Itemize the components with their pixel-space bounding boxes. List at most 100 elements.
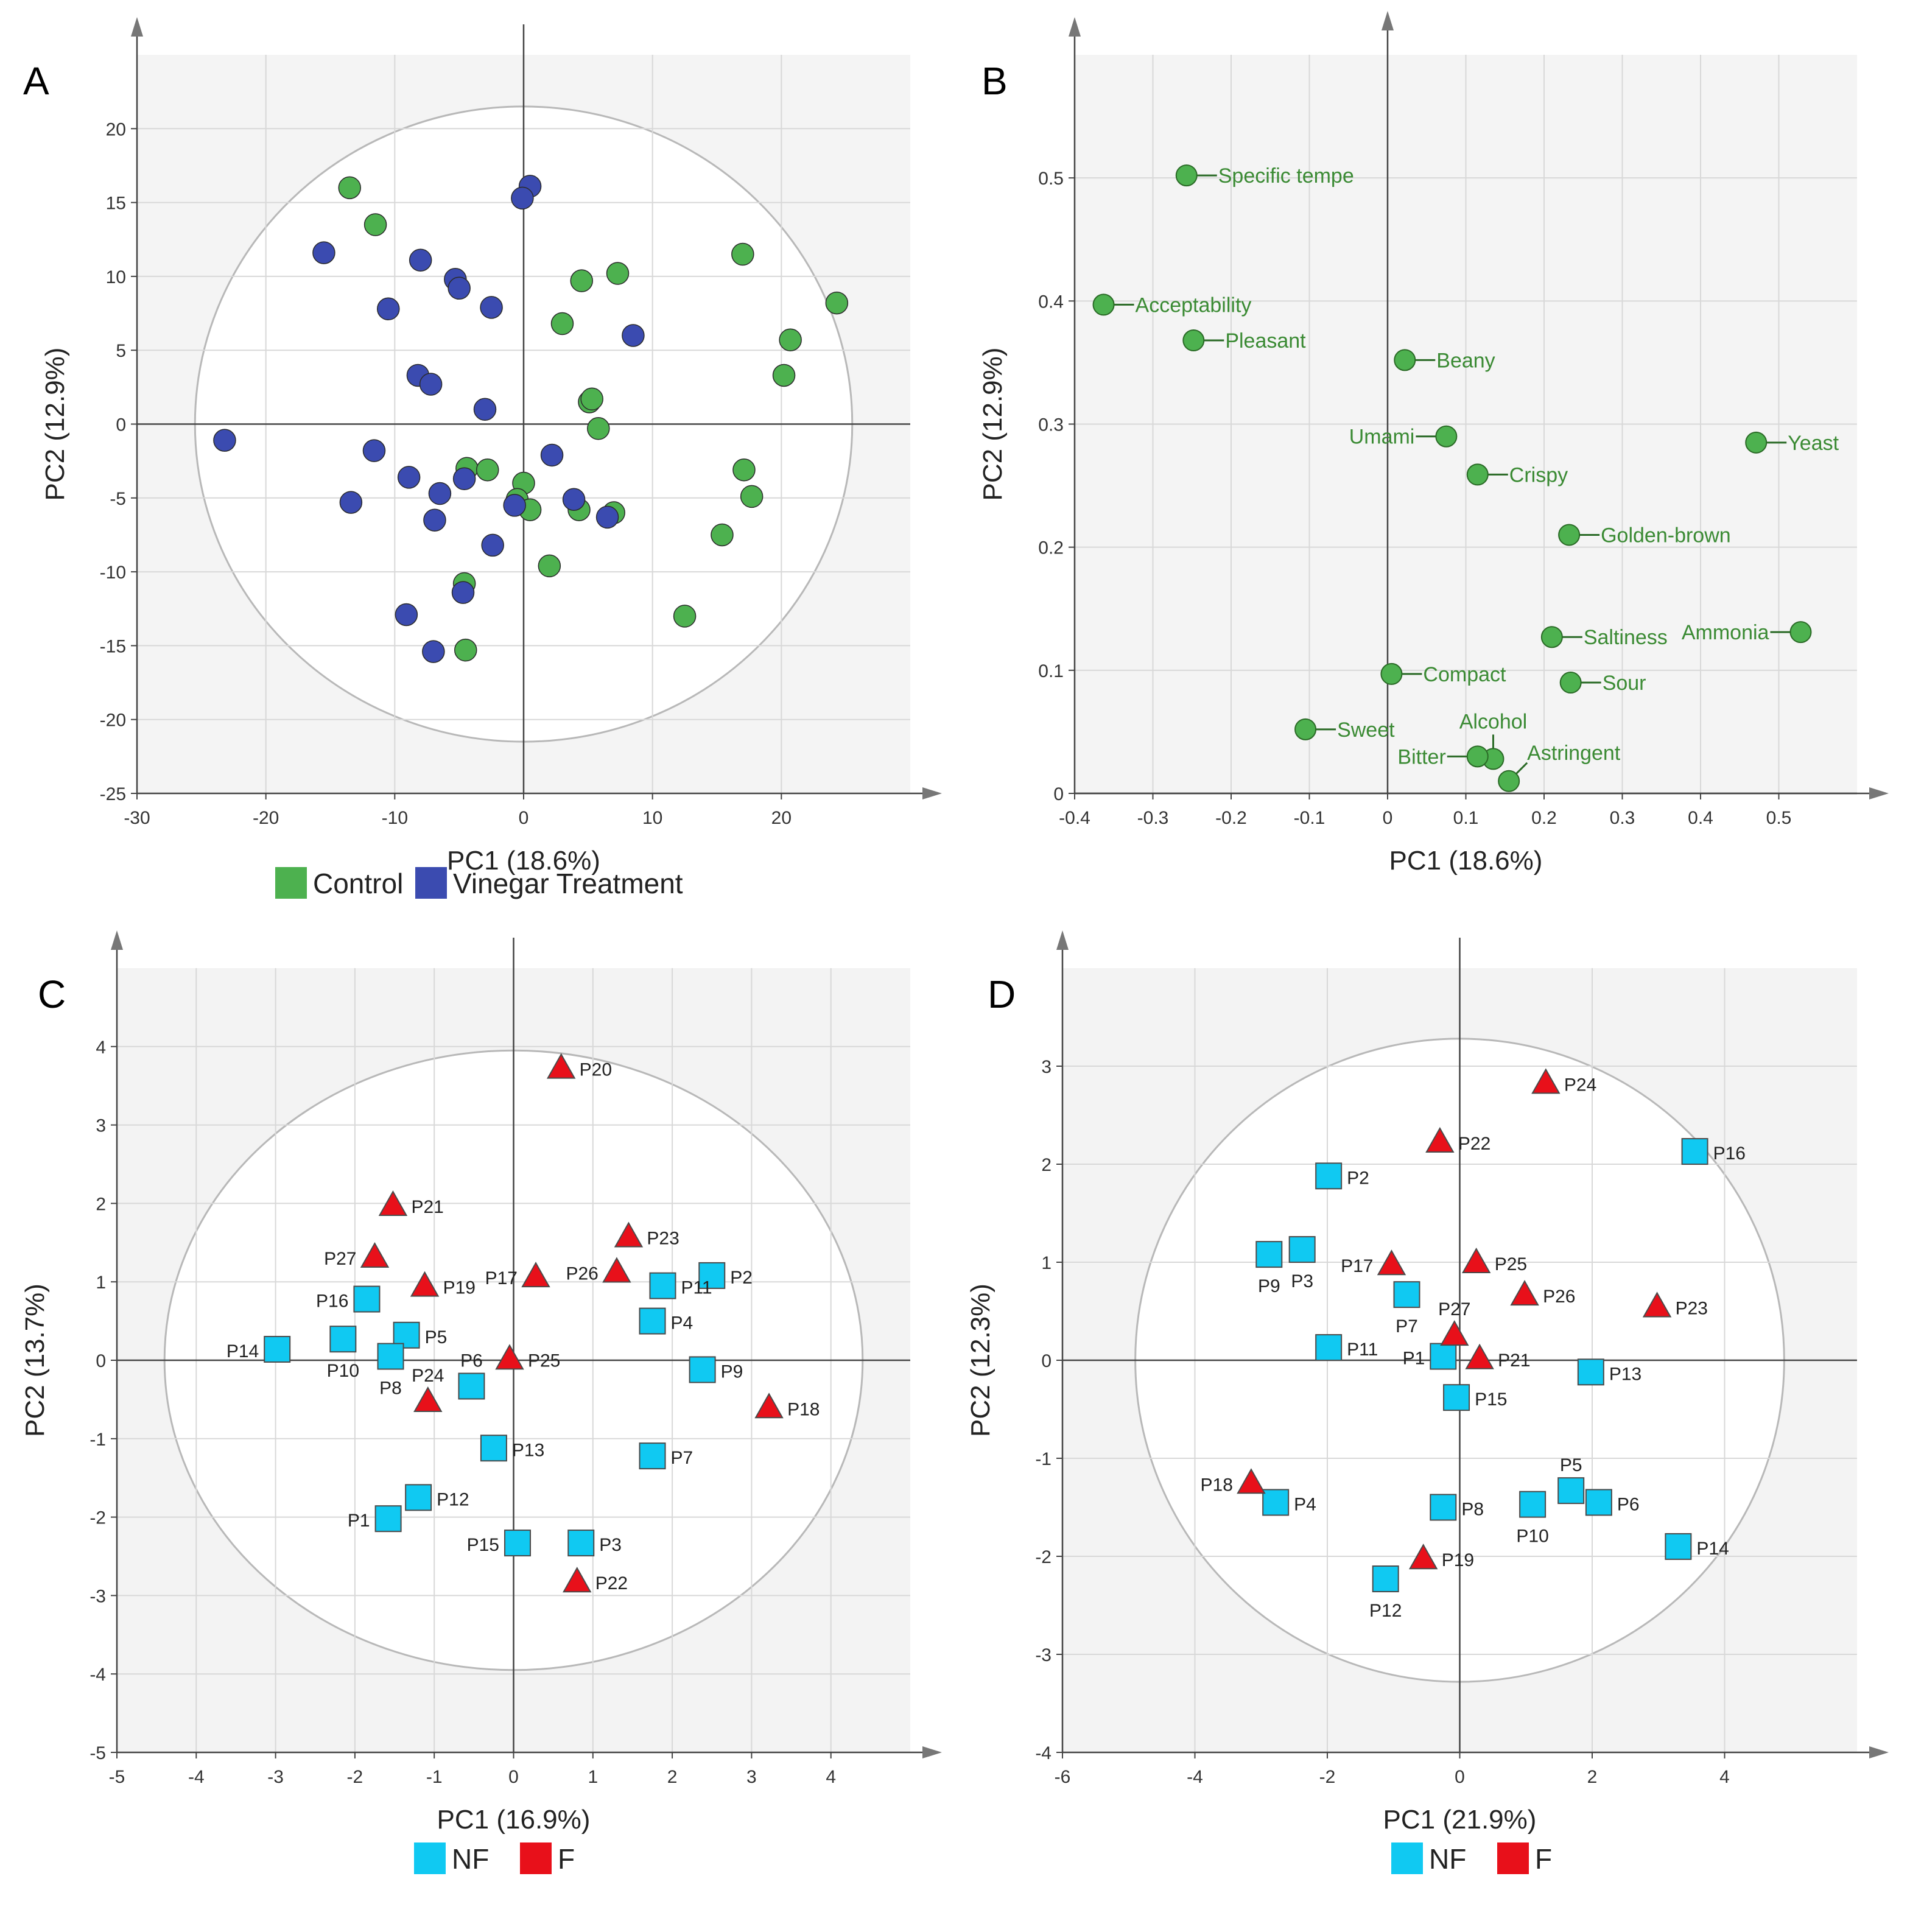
y-tick-label: 20 [106, 119, 126, 139]
nf-point [1315, 1334, 1343, 1361]
x-tick-label: 0.2 [1531, 808, 1557, 828]
point-label: P16 [1713, 1143, 1746, 1164]
point-label: P24 [1564, 1075, 1596, 1095]
nf-point [353, 1285, 381, 1313]
y-tick-label: 3 [96, 1116, 106, 1136]
y-tick-label: 0.3 [1038, 415, 1064, 435]
y-tick-label: -15 [100, 636, 126, 656]
point-label: P17 [485, 1268, 518, 1288]
x-tick-label: -0.2 [1215, 808, 1247, 828]
y-tick-label: 0 [1041, 1351, 1052, 1371]
nf-point [689, 1356, 716, 1383]
nf-point [1430, 1343, 1457, 1370]
loading-label: Golden-brown [1601, 524, 1731, 547]
loading-label: Alcohol [1459, 710, 1528, 733]
f-point [754, 1393, 784, 1419]
point-label: P21 [1498, 1351, 1530, 1371]
loading-label: Sweet [1337, 718, 1395, 742]
vinegar-point [377, 297, 400, 321]
loading-point [1294, 718, 1317, 740]
x-tick-label: -0.1 [1294, 808, 1325, 828]
y-tick-label: 0.4 [1038, 292, 1064, 312]
x-tick-label: 0.4 [1688, 808, 1713, 828]
nf-point [649, 1272, 676, 1299]
nf-point [567, 1530, 595, 1557]
f-point [413, 1386, 443, 1412]
loading-label: Yeast [1788, 432, 1839, 455]
f-point [1531, 1068, 1561, 1094]
point-label: P6 [460, 1351, 483, 1371]
point-label: P13 [1609, 1364, 1641, 1384]
loading-point [1435, 425, 1458, 448]
y-tick-label: -5 [90, 1743, 106, 1763]
y-tick-label: -3 [1035, 1645, 1052, 1665]
loading-point [1558, 524, 1581, 546]
point-label: P2 [1347, 1168, 1369, 1188]
point-label: P7 [1396, 1316, 1418, 1337]
nf-point [374, 1505, 402, 1533]
loading-point [1559, 672, 1582, 694]
point-label: P5 [425, 1327, 448, 1347]
vinegar-point [419, 373, 443, 396]
nf-point [1443, 1384, 1470, 1411]
y-tick-label: 1 [1041, 1253, 1052, 1273]
nf-point [1557, 1477, 1585, 1505]
y-tick-label: 0.5 [1038, 169, 1064, 189]
point-label: P2 [730, 1268, 753, 1288]
y-tick-label: -2 [1035, 1547, 1052, 1567]
control-point [772, 364, 796, 387]
control-point [731, 242, 754, 266]
f-point [1465, 1343, 1494, 1369]
data-points: P16 P2 P3 P9 P7 P11 P1 P13 P15 P5 P4 P10 P6 P8 P14 P12 P… [1201, 1068, 1746, 1621]
loading-label: Beany [1436, 349, 1495, 372]
nf-point [504, 1530, 532, 1557]
point-label: P11 [681, 1278, 712, 1298]
nf-point [1681, 1138, 1708, 1165]
point-label: P13 [512, 1440, 544, 1460]
vinegar-point [409, 248, 432, 272]
legend-swatch [415, 867, 447, 899]
loading-label: Acceptability [1136, 293, 1252, 317]
point-label: P7 [671, 1448, 693, 1468]
x-tick-label: 4 [826, 1767, 836, 1787]
point-label: P15 [467, 1535, 499, 1555]
y-tick-label: 1 [96, 1273, 106, 1293]
point-label: P15 [1475, 1389, 1507, 1410]
point-label: P1 [1403, 1349, 1425, 1369]
y-tick-label: -1 [1035, 1449, 1052, 1469]
point-label: P16 [316, 1291, 348, 1312]
tick-labels: -30 -20 -10 0 10 20 -25 -20 -15 -10 -5 0 5 10 15 20 [100, 119, 792, 828]
f-point [1237, 1468, 1266, 1494]
y-tick-label: -25 [100, 784, 126, 804]
nf-point [1430, 1494, 1457, 1521]
f-point [1425, 1126, 1455, 1153]
legend-swatch [1497, 1842, 1529, 1874]
point-label: P12 [1369, 1601, 1402, 1621]
x-tick-label: 0 [1383, 808, 1393, 828]
y-tick-label: 0 [1053, 784, 1064, 804]
loading-label: Sour [1603, 672, 1646, 695]
control-point [580, 387, 603, 411]
panel-letter: A [23, 59, 49, 103]
legend-label: Control [313, 868, 403, 899]
f-point [360, 1242, 390, 1268]
x-tick-label: -2 [1319, 1767, 1336, 1787]
x-tick-label: -5 [109, 1767, 125, 1787]
y-tick-label: 4 [96, 1038, 106, 1058]
vinegar-point [448, 276, 471, 300]
vinegar-point [423, 508, 446, 532]
control-point [538, 554, 561, 578]
x-tick-label: 0 [508, 1767, 519, 1787]
loading-point [1380, 662, 1403, 685]
legend-label: F [1535, 1843, 1552, 1875]
loading-point [1540, 626, 1563, 648]
tick-labels: -5 -4 -3 -2 -1 0 1 2 3 4 -5 -4 -3 -2 -1 0 1 2 3 4 [90, 1038, 836, 1787]
f-point [602, 1257, 631, 1283]
x-tick-label: 20 [771, 808, 792, 828]
control-point [550, 312, 574, 335]
f-point [1642, 1291, 1672, 1318]
zero-axis-arrow-icon [1382, 11, 1394, 30]
vinegar-point [451, 581, 475, 604]
f-point [1377, 1249, 1406, 1276]
